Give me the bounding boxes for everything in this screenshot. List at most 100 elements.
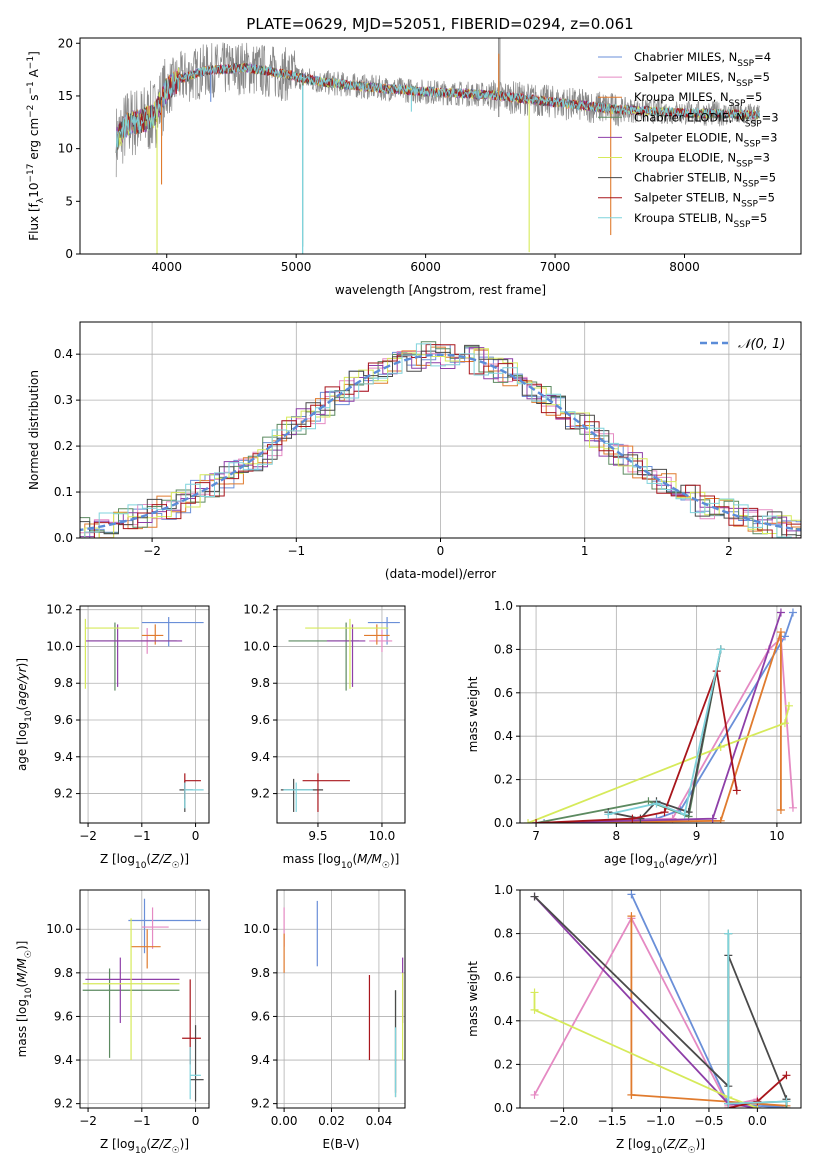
- error-bar: [283, 782, 313, 812]
- x-tick-label: 7: [532, 829, 540, 843]
- x-tick-label: 5000: [281, 260, 312, 274]
- weight-line: [536, 667, 738, 823]
- x-tick-label: 8000: [669, 260, 700, 274]
- error-bar: [305, 618, 389, 689]
- plot-area: [84, 617, 204, 812]
- plot-area: [115, 38, 760, 254]
- error-bar: [369, 629, 393, 652]
- y-tick-label: 15: [58, 89, 73, 103]
- histogram-series: [80, 348, 801, 538]
- legend-label: Kroupa MILES, NSSP=5: [634, 90, 762, 109]
- y-tick-label: 0.0: [54, 531, 73, 545]
- x-axis-label: mass [log10(M/M☉)]: [283, 852, 400, 871]
- error-bar: [141, 624, 164, 645]
- weight-line: [533, 992, 758, 1108]
- y-tick-label: 9.8: [54, 966, 73, 980]
- weight-marker: [776, 628, 785, 637]
- error-bar: [367, 617, 400, 645]
- y-tick-label: 0.1: [54, 485, 73, 499]
- x-axis-label: wavelength [Angstrom, rest frame]: [335, 283, 546, 297]
- x-tick-label: 0: [192, 1114, 200, 1128]
- x-tick-label: 9.5: [308, 829, 327, 843]
- weight-line: [533, 916, 758, 1107]
- y-axis-label: Flux [fλ10−17 erg cm−2 s−1 A−1]: [26, 51, 46, 241]
- weight-series: [532, 634, 797, 823]
- x-tick-label: −2.0: [549, 1114, 578, 1128]
- age-vs-mass-panel: 9.5 10.0 9.2 9.4 9.6 9.8 10.0 10.2 mass [log10(M…: [243, 603, 406, 871]
- weight-line: [608, 649, 722, 820]
- x-tick-label: 8: [613, 829, 621, 843]
- x-tick-label: −2: [79, 1114, 97, 1128]
- axes-frame: [276, 889, 406, 1109]
- y-tick-label: 9.2: [54, 1097, 73, 1111]
- weight-marker: [782, 1097, 791, 1106]
- weight-series: [540, 608, 797, 823]
- x-axis-label: E(B-V): [322, 1137, 359, 1151]
- y-tick-label: 1.0: [494, 883, 513, 897]
- x-tick-label: 6000: [410, 260, 441, 274]
- y-tick-label: 9.6: [54, 1009, 73, 1023]
- weight-marker: [530, 1090, 539, 1099]
- legend-label: Salpeter ELODIE, NSSP=3: [634, 130, 777, 149]
- weight-marker: [530, 988, 539, 997]
- error-bar: [326, 624, 366, 687]
- y-tick-label: 0.2: [494, 1057, 513, 1071]
- y-tick-label: 0.6: [494, 686, 513, 700]
- legend-label: Kroupa ELODIE, NSSP=3: [634, 151, 770, 170]
- y-tick-label: 10.0: [46, 639, 73, 653]
- y-tick-label: 0.2: [494, 773, 513, 787]
- legend-label: Salpeter STELIB, NSSP=5: [634, 191, 775, 210]
- weight-marker: [780, 719, 789, 728]
- gaussian-curve: [80, 353, 801, 532]
- x-tick-label: 10: [769, 829, 784, 843]
- error-bar: [189, 1046, 201, 1100]
- y-tick-label: 9.4: [54, 1053, 73, 1067]
- axes-frame: [79, 37, 802, 255]
- x-tick-label: −1: [287, 544, 305, 558]
- weight-marker: [660, 808, 669, 817]
- x-axis-label: (data-model)/error: [385, 567, 496, 581]
- x-tick-label: −1: [133, 1114, 151, 1128]
- weight-line: [536, 636, 794, 823]
- y-tick-label: 0: [65, 247, 73, 261]
- y-tick-label: 10.0: [46, 922, 73, 936]
- y-tick-label: 20: [58, 36, 73, 50]
- error-bar: [288, 622, 359, 691]
- x-axis-label: Z [log10(Z/Z☉)]: [616, 1137, 705, 1156]
- spectrum-panel: 4000 5000 6000 7000 8000 0 5 10 15 20 wavelength […: [26, 36, 802, 297]
- x-tick-label: −1.0: [646, 1114, 675, 1128]
- x-tick-label: 1: [581, 544, 589, 558]
- y-tick-label: 9.4: [251, 750, 270, 764]
- error-bar: [128, 898, 201, 954]
- weight-series: [532, 628, 785, 823]
- mass-weight-vs-age-panel: 7 8 9 10 0.0 0.2 0.4 0.6 0.8 1.0 age [log10(age/yr…: [466, 599, 802, 871]
- legend-label: Kroupa STELIB, NSSP=5: [634, 211, 767, 230]
- legend-label: 𝒩(0, 1): [738, 337, 785, 352]
- y-tick-label: 0.8: [494, 642, 513, 656]
- y-axis-label: mass [log10(M/M☉)]: [15, 941, 34, 1058]
- error-bar: [190, 1025, 204, 1102]
- y-tick-label: 10: [58, 142, 73, 156]
- x-tick-label: −2: [143, 544, 161, 558]
- mass-vs-ebv-panel: 0.00 0.02 0.04 9.2 9.4 9.6 9.8 10.0 E(B-V): [243, 889, 406, 1151]
- mass-weight-vs-metallicity-panel: −2.0 −1.5 −1.0 −0.5 0.0 0.0 0.2 0.4 0.6 0.8 1.0 Z […: [466, 883, 802, 1156]
- error-bar: [84, 618, 140, 689]
- y-axis-label: mass weight: [466, 676, 480, 752]
- y-tick-label: 9.6: [54, 713, 73, 727]
- y-tick-label: 9.6: [251, 713, 270, 727]
- weight-marker: [716, 816, 725, 823]
- x-axis-label: Z [log10(Z/Z☉)]: [100, 852, 189, 871]
- error-bar: [88, 622, 177, 691]
- histogram-series: [80, 344, 801, 538]
- model-spectrum: [115, 63, 760, 153]
- y-tick-label: 9.8: [251, 676, 270, 690]
- weight-series: [524, 701, 793, 823]
- y-tick-label: 0.4: [494, 729, 513, 743]
- y-axis-label: mass weight: [466, 961, 480, 1037]
- weight-marker: [784, 701, 793, 710]
- weight-line: [527, 705, 790, 823]
- plot-area: [530, 890, 791, 1108]
- weight-marker: [627, 890, 636, 899]
- error-bar: [141, 907, 169, 949]
